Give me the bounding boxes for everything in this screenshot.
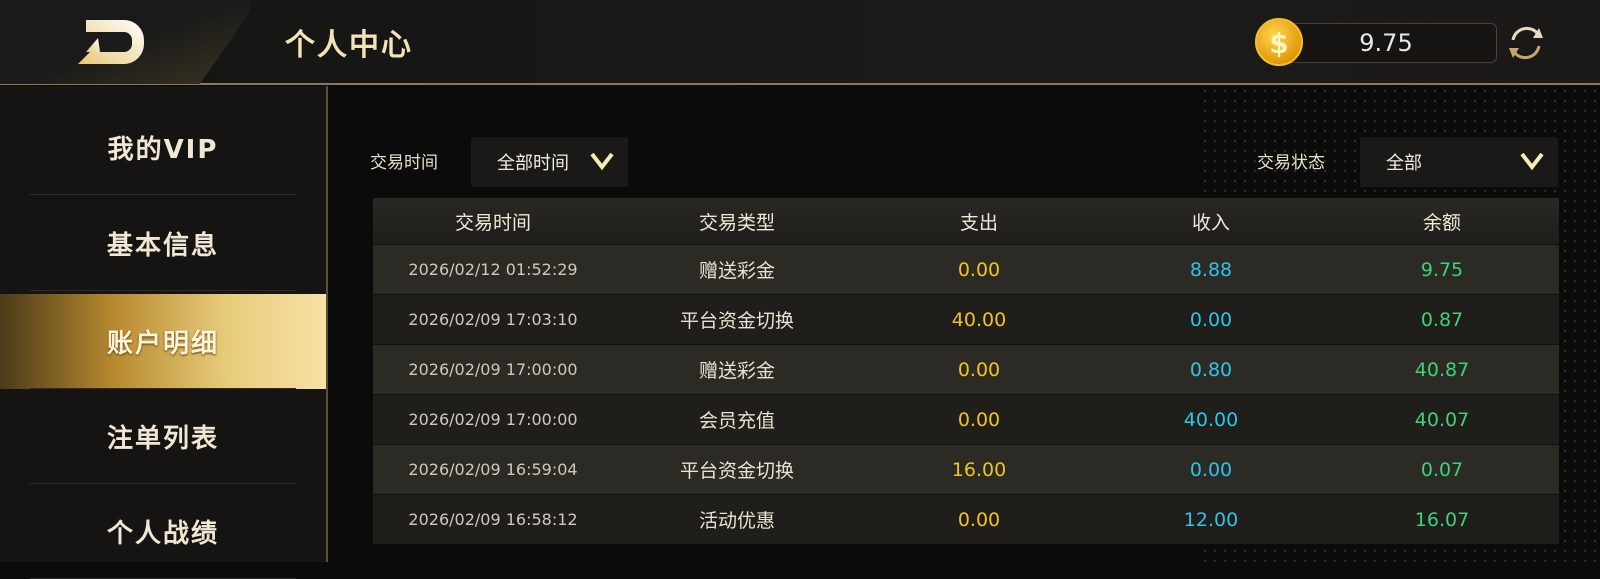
cell-time: 2026/02/09 17:00:00 [408, 360, 578, 379]
table-header: 交易时间 交易类型 支出 收入 余额 [373, 198, 1559, 244]
transaction-table: 交易时间 交易类型 支出 收入 余额 2026/02/12 01:52:29 赠送… [373, 198, 1559, 544]
cell-type: 会员充值 [698, 410, 775, 432]
cell-balance: 0.87 [1420, 308, 1464, 331]
cell-balance: 40.87 [1414, 358, 1470, 381]
chevron-down-icon [590, 152, 614, 171]
status-filter-value: 全部 [1386, 153, 1422, 174]
sidebar: 我的VIP 基本信息 账户明细 注单列表 个人战绩 [0, 86, 328, 579]
header-time: 交易时间 [454, 211, 531, 234]
cell-expense: 16.00 [951, 458, 1007, 481]
refresh-icon[interactable] [1505, 22, 1547, 64]
cell-expense: 0.00 [957, 358, 1001, 381]
table-row: 2026/02/09 17:03:10 平台资金切换 40.00 0.00 0.87 [373, 294, 1559, 344]
sidebar-item-personal-record[interactable]: 个人战绩 [0, 484, 326, 579]
cell-expense: 0.00 [957, 258, 1001, 281]
header-expense: 支出 [959, 211, 998, 234]
cell-income: 0.00 [1189, 308, 1233, 331]
table-row: 2026/02/09 16:59:04 平台资金切换 16.00 0.00 0.07 [373, 444, 1559, 494]
cell-income: 12.00 [1183, 508, 1239, 531]
cell-type: 平台资金切换 [679, 460, 794, 482]
cell-expense: 0.00 [957, 408, 1001, 431]
back-logo-icon[interactable] [78, 20, 144, 64]
cell-balance: 0.07 [1420, 458, 1464, 481]
cell-income: 0.00 [1189, 458, 1233, 481]
cell-balance: 16.07 [1414, 508, 1470, 531]
cell-expense: 40.00 [951, 308, 1007, 331]
chevron-down-icon [1520, 152, 1544, 171]
table-row: 2026/02/09 17:00:00 会员充值 0.00 40.00 40.07 [373, 394, 1559, 444]
cell-type: 赠送彩金 [698, 260, 775, 282]
page-title: 个人中心 [285, 28, 413, 63]
status-filter-label: 交易状态 [1257, 153, 1325, 173]
sidebar-item-bet-list[interactable]: 注单列表 [0, 389, 326, 484]
cell-type: 平台资金切换 [679, 310, 794, 332]
cell-type: 活动优惠 [698, 510, 775, 532]
header-type: 交易类型 [698, 211, 775, 234]
cell-time: 2026/02/12 01:52:29 [408, 260, 578, 279]
cell-income: 40.00 [1183, 408, 1239, 431]
cell-income: 0.80 [1189, 358, 1233, 381]
sidebar-item-account-details[interactable]: 账户明细 [0, 294, 326, 389]
cell-time: 2026/02/09 17:00:00 [408, 410, 578, 429]
time-filter-value: 全部时间 [497, 153, 569, 174]
cell-income: 8.88 [1189, 258, 1233, 281]
sidebar-item-basic-info[interactable]: 基本信息 [0, 196, 326, 291]
sidebar-item-vip[interactable]: 我的VIP [0, 100, 326, 195]
cell-time: 2026/02/09 16:59:04 [408, 460, 578, 479]
cell-time: 2026/02/09 16:58:12 [408, 510, 578, 529]
cell-type: 赠送彩金 [698, 360, 775, 382]
cell-balance: 9.75 [1420, 258, 1464, 281]
time-filter-label: 交易时间 [370, 153, 438, 173]
logo-panel [0, 0, 250, 84]
table-row: 2026/02/09 17:00:00 赠送彩金 0.00 0.80 40.87 [373, 344, 1559, 394]
header-income: 收入 [1191, 211, 1230, 234]
top-bar: 个人中心 9.75 $ [0, 0, 1600, 85]
header-balance: 余额 [1422, 211, 1461, 234]
coin-icon: $ [1255, 18, 1303, 66]
cell-time: 2026/02/09 17:03:10 [408, 310, 578, 329]
table-row: 2026/02/09 16:58:12 活动优惠 0.00 12.00 16.07 [373, 494, 1559, 544]
cell-expense: 0.00 [957, 508, 1001, 531]
time-filter-select[interactable]: 全部时间 [471, 137, 628, 187]
balance-display: 9.75 [1275, 23, 1497, 63]
cell-balance: 40.07 [1414, 408, 1470, 431]
table-row: 2026/02/12 01:52:29 赠送彩金 0.00 8.88 9.75 [373, 244, 1559, 294]
status-filter-select[interactable]: 全部 [1360, 137, 1558, 187]
